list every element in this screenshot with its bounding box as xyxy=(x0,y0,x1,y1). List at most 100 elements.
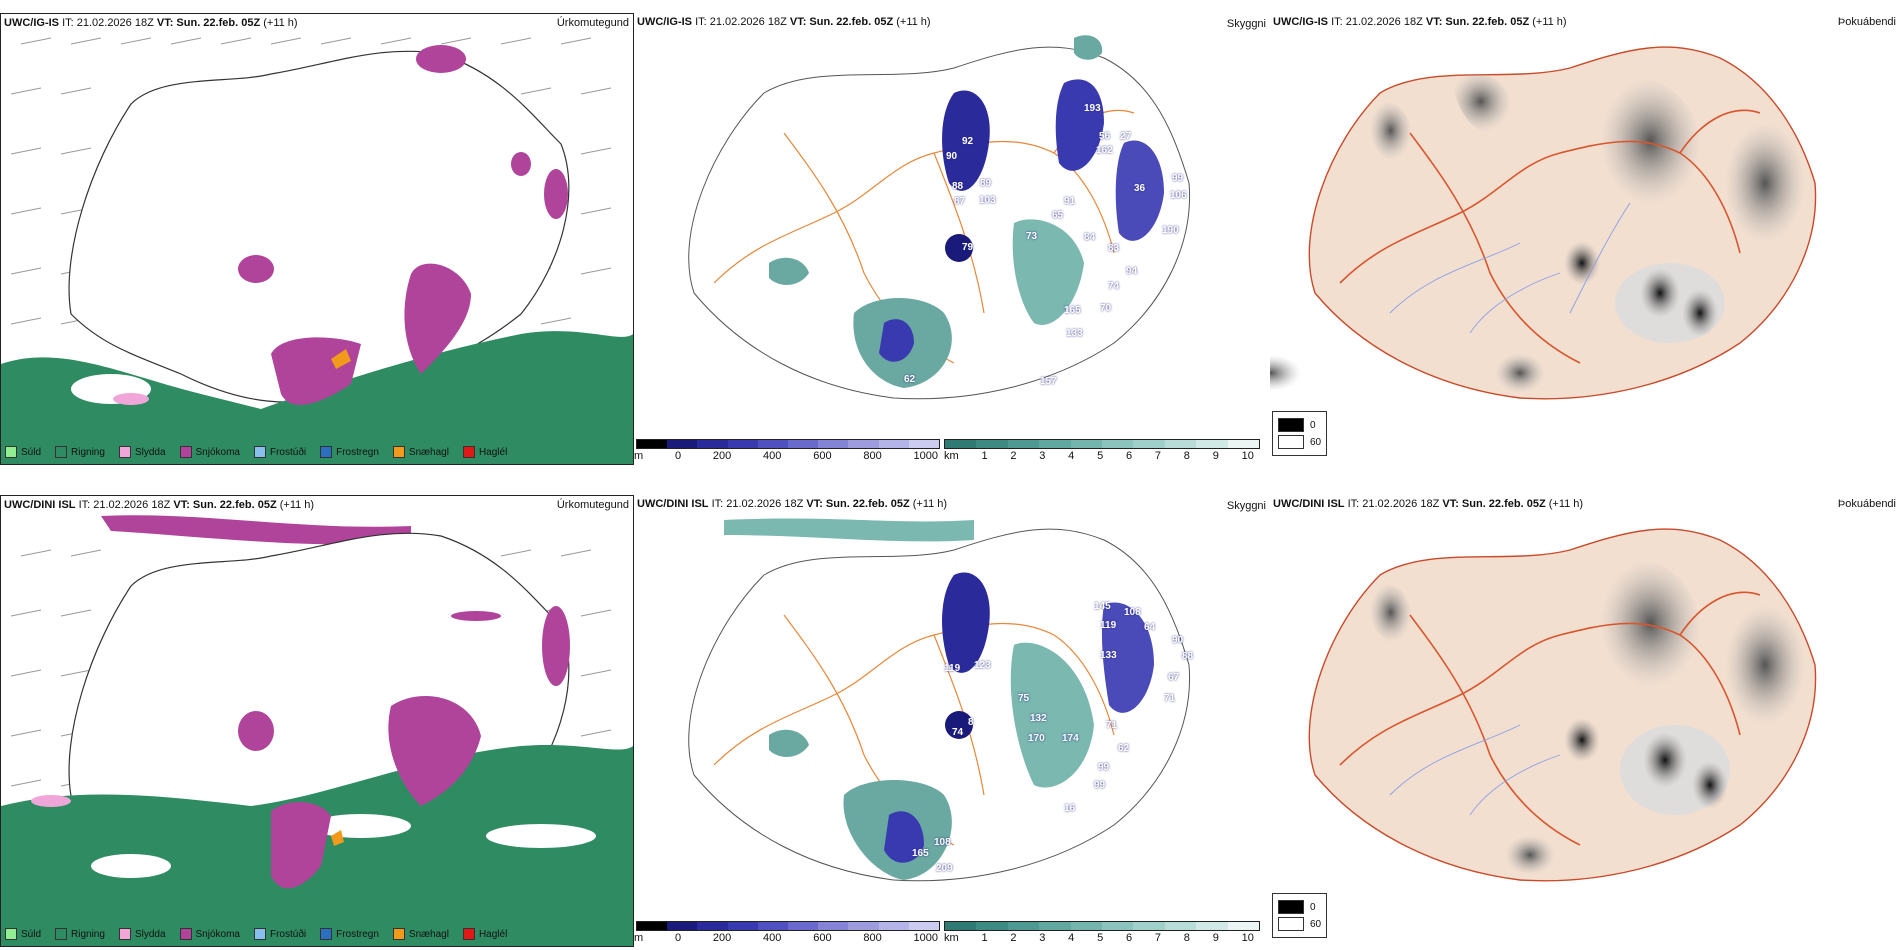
panel-title: UWC/DINI ISL IT: 21.02.2026 18Z VT: Sun.… xyxy=(4,499,315,511)
fog-panel-top: UWC/IG-IS IT: 21.02.2026 18Z VT: Sun. 22… xyxy=(1270,13,1900,465)
cloud-base-value: 209 xyxy=(936,863,953,874)
legend-item: Frostúði xyxy=(253,446,306,458)
precip-legend: Súld Rigning Slydda Snjókoma Frostúði Fr… xyxy=(5,446,507,458)
legend-swatch xyxy=(5,928,17,940)
cbar-tick: 1000 xyxy=(913,450,938,462)
visibility-colorbar xyxy=(944,921,1260,931)
cloud-base-value: 170 xyxy=(1028,733,1045,744)
cloud-base-value: 90 xyxy=(1172,635,1184,646)
cloud-base-value: 99 xyxy=(1094,780,1106,791)
cbar-tick: 4 xyxy=(1068,450,1075,462)
cbar-tick: 600 xyxy=(813,932,832,944)
cloud-base-value: 157 xyxy=(1040,376,1057,387)
legend-swatch xyxy=(462,446,475,458)
fog-legend-swatch xyxy=(1278,917,1304,931)
cbar-tick: 200 xyxy=(712,450,732,462)
cbar-seg xyxy=(727,440,758,448)
cbar-seg xyxy=(667,440,698,448)
cbar-seg xyxy=(1070,440,1103,448)
cloud-base-value: 91 xyxy=(1064,196,1076,207)
cbar-tick: 10 xyxy=(1241,932,1254,944)
cloud-visibility-panel-top: UWC/IG-IS IT: 21.02.2026 18Z VT: Sun. 22… xyxy=(634,13,1270,465)
precip-legend: Súld Rigning Slydda Snjókoma Frostúði Fr… xyxy=(5,928,507,940)
cbar-tick: 5 xyxy=(1097,932,1104,944)
cbar-tick: 400 xyxy=(763,932,782,944)
cloud-base-value: 87 xyxy=(954,196,966,207)
cloud-base-value: 64 xyxy=(1144,622,1156,633)
cbar-seg xyxy=(976,440,1008,448)
cbar-seg xyxy=(697,922,728,930)
cbar-seg xyxy=(637,922,668,930)
cbar-seg xyxy=(788,440,819,448)
cbar-seg xyxy=(945,440,977,448)
cbar-seg xyxy=(637,440,668,448)
legend-swatch xyxy=(320,446,333,458)
cbar-tick: 2 xyxy=(1010,932,1017,944)
legend-swatch xyxy=(118,446,131,458)
cbar-unit: km xyxy=(944,932,959,944)
fog-legend-row: 60 xyxy=(1278,435,1321,449)
legend-swatch xyxy=(55,446,68,458)
cbar-seg xyxy=(878,922,909,930)
cloud-base-value: 83 xyxy=(1108,243,1120,254)
cloud-base-value: 8 xyxy=(968,717,974,728)
cbar-seg xyxy=(908,440,940,448)
cbar-tick: 3 xyxy=(1039,450,1046,462)
legend-swatch xyxy=(392,446,405,458)
cloud-base-value: 108 xyxy=(934,837,951,848)
panel-title: UWC/IG-IS IT: 21.02.2026 18Z VT: Sun. 22… xyxy=(637,16,931,28)
cloud-base-value: 174 xyxy=(1062,733,1079,744)
fog-panel-bottom: UWC/DINI ISL IT: 21.02.2026 18Z VT: Sun.… xyxy=(1270,495,1900,947)
cbar-seg xyxy=(727,922,758,930)
fog-legend: 0 60 xyxy=(1272,893,1328,938)
legend-swatch xyxy=(392,928,405,940)
legend-swatch xyxy=(253,446,266,458)
cloud-base-value: 75 xyxy=(1018,693,1030,704)
legend-swatch xyxy=(55,928,68,940)
panel-title: UWC/DINI ISL IT: 21.02.2026 18Z VT: Sun.… xyxy=(1273,498,1584,510)
cbar-seg xyxy=(1164,922,1197,930)
cbar-seg xyxy=(848,922,879,930)
cbar-seg xyxy=(1196,440,1228,448)
cloud-base-value: 62 xyxy=(1118,743,1130,754)
cbar-seg xyxy=(1102,922,1134,930)
cbar-seg xyxy=(878,440,909,448)
legend-item: Snjókoma xyxy=(179,928,240,940)
cloud-base-value: 133 xyxy=(1100,650,1117,661)
cloud-base-value: 62 xyxy=(904,374,916,385)
cbar-seg xyxy=(945,922,977,930)
legend-item: Rigning xyxy=(55,446,105,458)
cloud-base-value: 67 xyxy=(1168,672,1180,683)
cbar-tick: 1000 xyxy=(913,932,938,944)
cbar-tick: 600 xyxy=(813,450,832,462)
cloud-base-value: 162 xyxy=(1096,145,1113,156)
cloud-base-value: 99 xyxy=(1098,762,1110,773)
legend-item: Slydda xyxy=(118,928,166,940)
panel-type-label: Úrkomutegund xyxy=(556,499,629,511)
cbar-seg xyxy=(1039,440,1071,448)
fog-map xyxy=(1270,46,1817,400)
legend-item: Frostúði xyxy=(253,928,306,940)
cloud-base-value: 84 xyxy=(1084,232,1096,243)
cloud-base-value: 99 xyxy=(1172,173,1184,184)
cloud-base-value: 106 xyxy=(1170,190,1187,201)
cbar-seg xyxy=(788,922,819,930)
cbar-seg xyxy=(1039,922,1071,930)
cloud-base-value: 133 xyxy=(1066,328,1083,339)
cbar-tick: 8 xyxy=(1183,450,1190,462)
cbar-tick: 0 xyxy=(674,932,682,944)
legend-item: Haglél xyxy=(462,928,507,940)
fog-legend-row: 60 xyxy=(1278,917,1321,931)
cbar-tick: 400 xyxy=(763,450,782,462)
cbar-tick: 7 xyxy=(1154,450,1162,462)
precip-type-panel-top: UWC/IG-IS IT: 21.02.2026 18Z VT: Sun. 22… xyxy=(0,13,634,465)
fog-legend-swatch xyxy=(1278,435,1304,449)
cloud-base-ticks: m 0 200 400 600 800 1000 xyxy=(634,450,938,462)
panel-type-label: Þokuábendi xyxy=(1837,498,1896,510)
cbar-seg xyxy=(757,922,789,930)
fog-legend: 0 60 xyxy=(1272,411,1328,456)
cbar-unit: m xyxy=(634,932,644,944)
cbar-seg xyxy=(848,440,879,448)
cbar-seg xyxy=(1164,440,1197,448)
cbar-seg xyxy=(818,922,849,930)
